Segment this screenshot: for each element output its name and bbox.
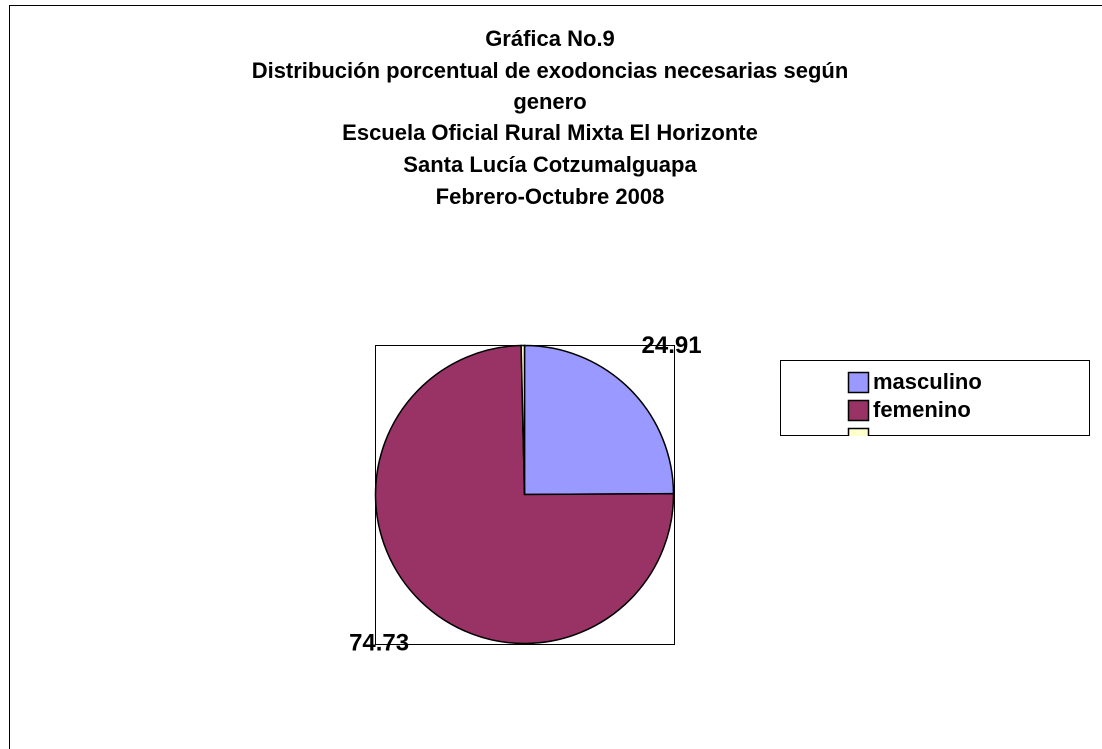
legend-swatch	[847, 399, 870, 422]
pie-slice	[523, 344, 675, 496]
legend-box	[780, 360, 1090, 436]
chart-title: Febrero-Octubre 2008	[436, 184, 665, 209]
legend-swatch	[847, 371, 870, 394]
chart-title: Gráfica No.9	[485, 26, 615, 51]
chart-title: Escuela Oficial Rural Mixta El Horizonte	[342, 120, 758, 145]
chart-title: genero	[513, 89, 586, 114]
pie-slice	[374, 344, 675, 645]
legend-label: masculino	[873, 369, 982, 394]
pie-slice	[520, 344, 526, 495]
chart-title: Santa Lucía Cotzumalguapa	[403, 152, 697, 177]
data-label: 24.91	[642, 332, 702, 359]
legend: masculino femenino	[847, 369, 982, 436]
legend-swatch	[847, 427, 870, 436]
data-label: 74.73	[349, 629, 409, 656]
legend-label: femenino	[873, 397, 971, 422]
chart-title: Distribución porcentual de exodoncias ne…	[252, 58, 849, 83]
